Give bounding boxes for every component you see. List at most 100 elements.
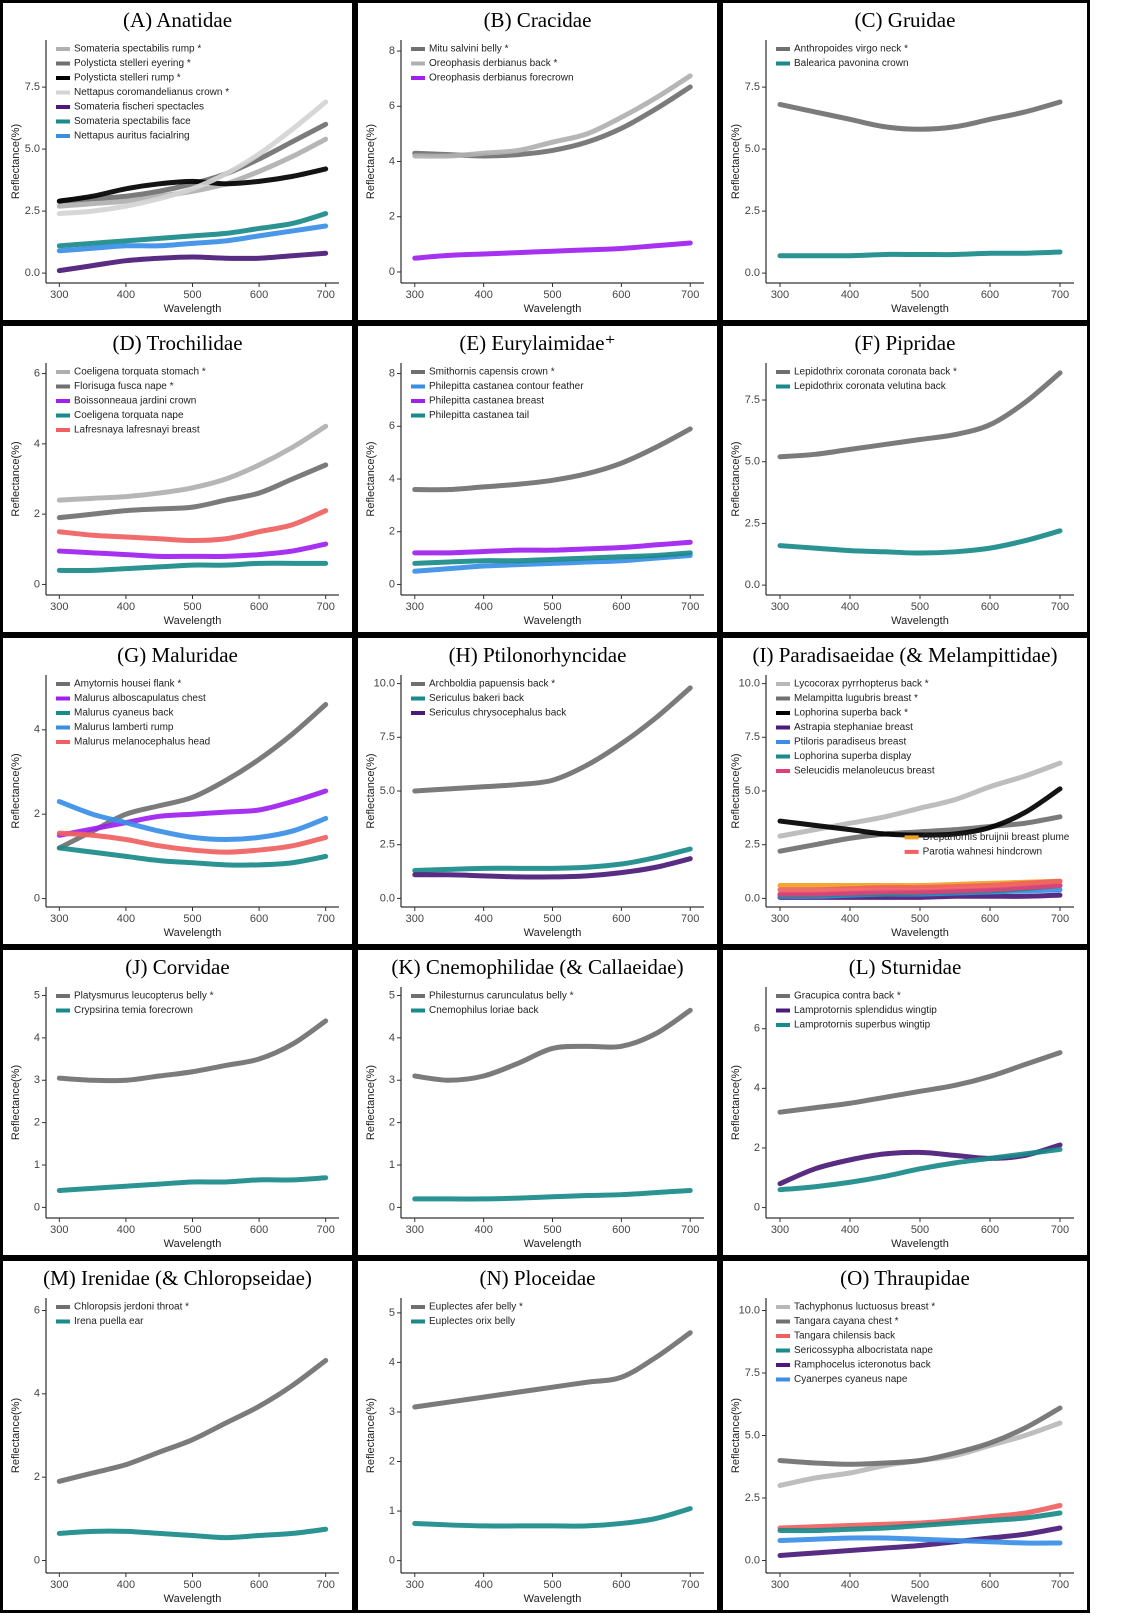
x-tick-label: 300 <box>50 289 68 301</box>
x-tick-label: 600 <box>612 289 630 301</box>
panel-border <box>720 323 1090 635</box>
x-tick-label: 300 <box>406 1579 424 1591</box>
legend-label: Tangara cayana chest * <box>794 1316 899 1327</box>
y-tick-label: 7.5 <box>380 731 395 743</box>
y-tick-label: 2 <box>34 1117 40 1129</box>
series-line <box>777 1146 1063 1193</box>
legend-label: Crypsirina temia forecrown <box>74 1005 193 1016</box>
y-tick-label: 0 <box>389 266 395 278</box>
y-axis-label: Reflectance(%) <box>365 753 377 828</box>
y-tick-label: 7.5 <box>745 1367 760 1379</box>
x-tick-label: 500 <box>183 1579 201 1591</box>
legend-label: Malurus lamberti rump <box>74 722 174 733</box>
panel-border <box>0 947 355 1258</box>
y-tick-label: 1 <box>389 1505 395 1517</box>
y-axis-label: Reflectance(%) <box>365 441 377 516</box>
y-tick-label: 0 <box>34 1554 40 1566</box>
series-line <box>412 846 693 873</box>
x-axis-label: Wavelength <box>891 927 949 939</box>
x-tick-label: 400 <box>474 913 492 925</box>
x-tick-label: 600 <box>612 1579 630 1591</box>
x-tick-label: 600 <box>981 1224 999 1236</box>
x-tick-label: 400 <box>841 289 859 301</box>
series-line <box>56 99 329 217</box>
y-tick-label: 2 <box>389 1117 395 1129</box>
x-tick-label: 400 <box>841 1224 859 1236</box>
y-tick-label: 5.0 <box>25 143 40 155</box>
series-line <box>412 1007 693 1083</box>
x-tick-label: 600 <box>981 913 999 925</box>
series-line <box>412 685 693 794</box>
legend-label: Euplectes afer belly * <box>429 1302 523 1313</box>
legend-label: Lamprotornis splendidus wingtip <box>794 1005 937 1016</box>
x-tick-label: 500 <box>911 1224 929 1236</box>
x-tick-label: 600 <box>981 1579 999 1591</box>
x-tick-label: 700 <box>681 601 699 613</box>
y-tick-label: 6 <box>754 1023 760 1035</box>
legend-label: Florisuga fusca nape * <box>74 381 174 392</box>
x-tick-label: 600 <box>981 289 999 301</box>
x-tick-label: 700 <box>681 289 699 301</box>
x-axis-label: Wavelength <box>164 1238 222 1250</box>
y-tick-label: 8 <box>389 45 395 57</box>
y-tick-label: 4 <box>34 1032 40 1044</box>
series-line <box>412 84 693 159</box>
legend-label: Oreophasis derbianus forecrown <box>429 73 574 84</box>
x-axis-label: Wavelength <box>524 1593 582 1605</box>
y-tick-label: 10.0 <box>374 677 395 689</box>
series-line <box>56 508 329 544</box>
x-tick-label: 300 <box>771 601 789 613</box>
panel-title: (H) Ptilonorhyncidae <box>449 643 627 667</box>
panel-title: (E) Eurylaimidae⁺ <box>459 331 615 355</box>
y-tick-label: 0 <box>754 1201 760 1213</box>
legend-label: Oreophasis derbianus back * <box>429 58 558 69</box>
x-tick-label: 500 <box>183 1224 201 1236</box>
panel-border <box>720 947 1090 1258</box>
x-tick-label: 500 <box>543 1224 561 1236</box>
series-line <box>777 1510 1063 1534</box>
x-tick-label: 700 <box>1051 601 1069 613</box>
x-tick-label: 300 <box>771 913 789 925</box>
legend-label: Malurus alboscapulatus chest <box>74 693 206 704</box>
y-tick-label: 3 <box>389 1406 395 1418</box>
x-tick-label: 400 <box>117 1579 135 1591</box>
legend-label: Somateria spectabilis face <box>74 116 191 127</box>
series-line <box>412 1506 693 1529</box>
x-axis-label: Wavelength <box>164 615 222 627</box>
y-tick-label: 0.0 <box>25 267 40 279</box>
series-line <box>412 552 693 574</box>
y-axis-label: Reflectance(%) <box>10 1065 22 1140</box>
y-tick-label: 4 <box>389 473 395 485</box>
panel-title: (G) Maluridae <box>117 643 238 667</box>
y-tick-label: 2.5 <box>745 517 760 529</box>
series-line <box>412 1330 693 1410</box>
x-tick-label: 500 <box>911 601 929 613</box>
legend-label: Irena puella ear <box>74 1316 144 1327</box>
panel: (G) Maluridae 0 2 4 300 400 500 600 700 Wavelengt… <box>0 635 355 947</box>
legend-label: Mitu salvini belly * <box>429 44 509 55</box>
x-tick-label: 700 <box>317 289 335 301</box>
panel-border <box>0 1258 355 1613</box>
y-axis-label: Reflectance(%) <box>365 1398 377 1473</box>
panel: (E) Eurylaimidae⁺ 0 2 4 6 8 300 400 500 600 700 Wav… <box>355 323 720 635</box>
y-tick-label: 4 <box>754 1082 760 1094</box>
panel-title: (D) Trochilidae <box>112 331 242 355</box>
legend-label: Smithornis capensis crown * <box>429 367 555 378</box>
legend-label: Coeligena torquata nape <box>74 410 184 421</box>
series-line <box>777 878 1063 893</box>
series-line <box>412 73 693 159</box>
legend-label: Ramphocelus icteronotus back <box>794 1360 932 1371</box>
y-tick-label: 3 <box>34 1074 40 1086</box>
x-axis-label: Wavelength <box>164 927 222 939</box>
series-line <box>777 528 1063 556</box>
x-axis-label: Wavelength <box>524 615 582 627</box>
y-tick-label: 0 <box>389 1555 395 1567</box>
x-tick-label: 400 <box>474 1579 492 1591</box>
panel: (N) Ploceidae 0 1 2 3 4 5 300 400 500 600 700 Wavele… <box>355 1258 720 1613</box>
legend-label: Nettapus auritus facialring <box>74 131 190 142</box>
x-tick-label: 700 <box>681 1579 699 1591</box>
x-axis-label: Wavelength <box>524 303 582 315</box>
legend-label: Cnemophilus loriae back <box>429 1005 540 1016</box>
y-tick-label: 0 <box>34 578 40 590</box>
x-tick-label: 400 <box>841 601 859 613</box>
